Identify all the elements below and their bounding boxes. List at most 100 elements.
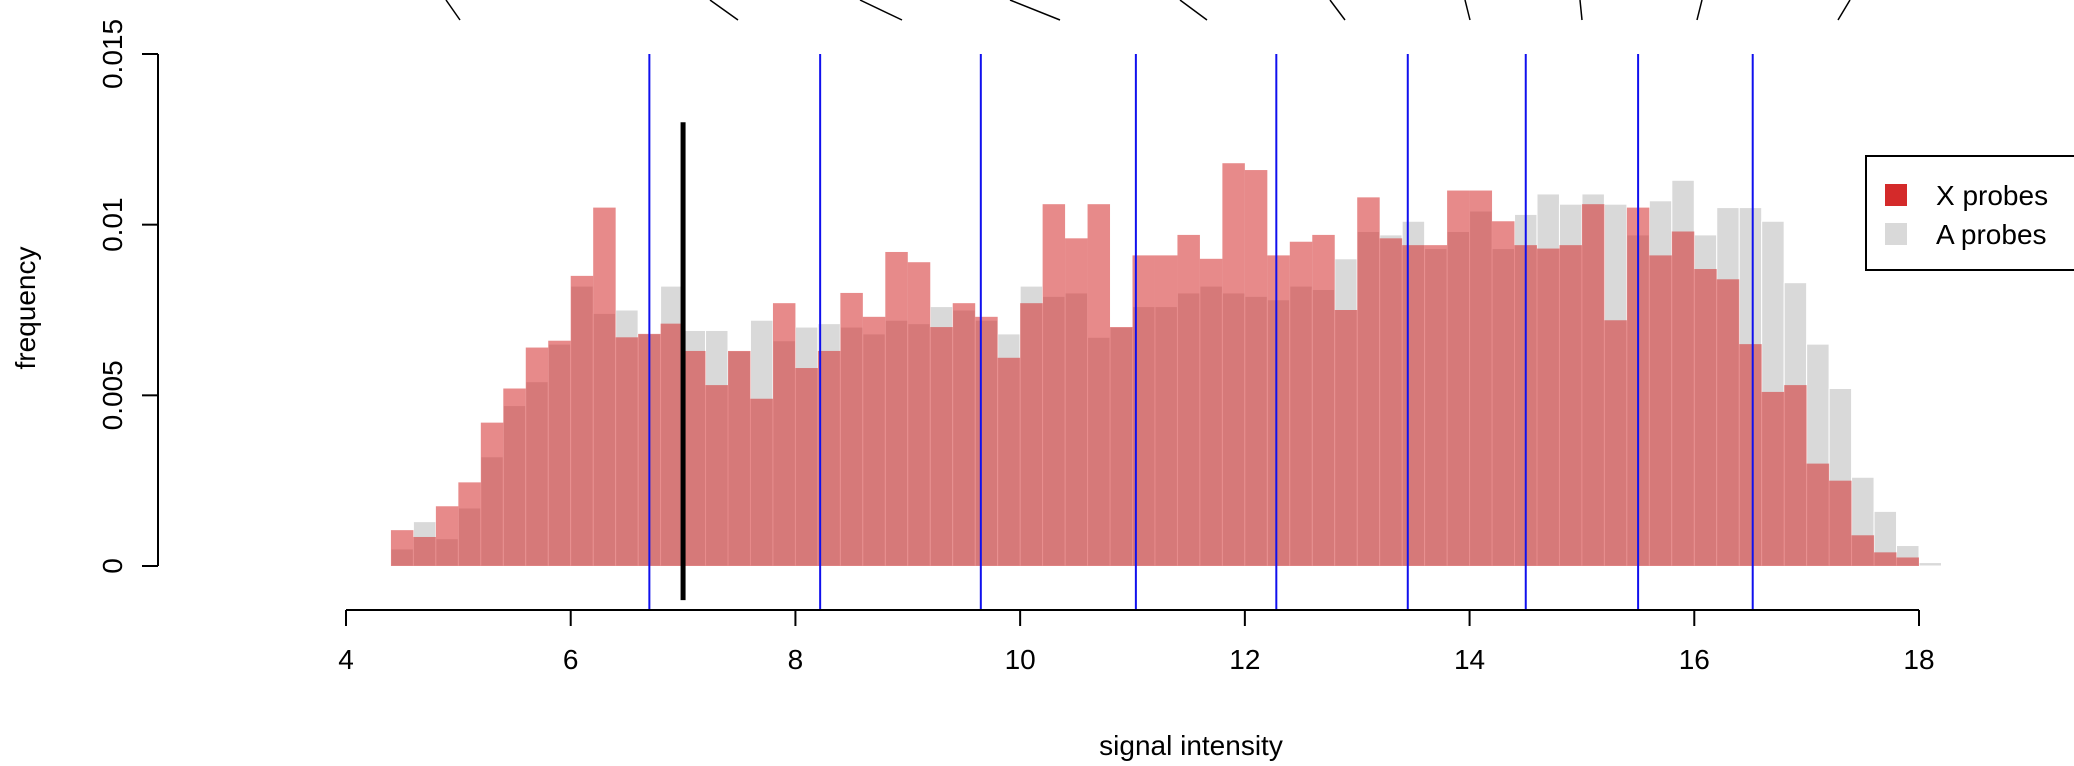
x-tick-label: 16 xyxy=(1679,644,1710,675)
x-probes-bar xyxy=(1132,255,1155,567)
x-probes-bar xyxy=(1581,204,1605,567)
x-probes-bar xyxy=(1244,170,1268,566)
x-probes-bar xyxy=(705,385,729,566)
legend-label: X probes xyxy=(1936,180,2048,211)
x-probes-bar xyxy=(1199,258,1223,566)
x-probes-bar xyxy=(1604,320,1627,566)
x-probes-bar xyxy=(1312,234,1335,566)
x-probes-bar xyxy=(1469,190,1493,567)
x-probes-bar xyxy=(1784,385,1807,566)
y-axis: 0 0.005 0.01 0.015 xyxy=(97,19,159,574)
x-probes-bar xyxy=(728,350,751,566)
x-probes-bar xyxy=(772,303,796,566)
x-probes-bar xyxy=(1761,391,1785,566)
x-probes-bar xyxy=(1402,245,1425,566)
diagonal-tick xyxy=(859,0,903,21)
legend-label: A probes xyxy=(1936,219,2047,250)
x-probes-bar xyxy=(525,347,549,566)
x-probes-bar xyxy=(1447,190,1470,567)
x-probes-bar xyxy=(1716,279,1740,566)
x-probes-bar xyxy=(390,530,414,566)
x-probes-bar xyxy=(862,316,886,566)
x-probes-bar xyxy=(1671,231,1695,566)
x-probes-bar xyxy=(840,292,863,566)
a-probes-bar xyxy=(1918,562,1942,567)
x-probes-bar xyxy=(930,327,953,566)
x-probes-bar xyxy=(1694,269,1717,566)
legend-swatch xyxy=(1885,223,1907,245)
x-probes-bar xyxy=(593,207,616,566)
x-probes-bar xyxy=(1177,234,1200,566)
diagonal-tick xyxy=(1696,0,1703,21)
x-probes-bar xyxy=(480,422,504,566)
x-probes-bar xyxy=(1110,327,1133,566)
x-probes-bar xyxy=(1896,557,1919,566)
diagonal-tick xyxy=(1329,0,1346,21)
x-probes-bar xyxy=(907,262,931,566)
x-probes-bar xyxy=(435,506,459,566)
y-tick-label: 0.015 xyxy=(97,19,128,89)
x-probes-bar xyxy=(1649,255,1672,567)
x-probes-bar xyxy=(1851,535,1875,566)
x-probes-bar xyxy=(1267,255,1290,567)
x-probes-bar xyxy=(1559,245,1582,566)
x-probes-bar xyxy=(1379,238,1403,566)
x-probes-bars xyxy=(390,163,1919,567)
x-probes-bar xyxy=(885,251,908,566)
x-probes-bar xyxy=(503,388,526,566)
x-probes-bar xyxy=(1492,221,1515,566)
x-probes-bar xyxy=(570,275,594,566)
x-probes-bar xyxy=(1065,238,1088,566)
x-tick-label: 18 xyxy=(1903,644,1934,675)
x-axis: 4 6 8 10 12 14 16 18 xyxy=(338,609,1935,675)
x-tick-label: 10 xyxy=(1005,644,1036,675)
x-probes-bar xyxy=(1334,310,1358,566)
x-probes-bar xyxy=(1087,204,1111,567)
top-diagonal-ticks xyxy=(445,0,1851,21)
x-probes-bar xyxy=(1739,344,1762,566)
x-probes-bar xyxy=(975,316,998,566)
diagonal-tick xyxy=(1837,0,1851,21)
x-probes-bar xyxy=(1536,248,1560,566)
x-probes-bar xyxy=(750,398,773,566)
diagonal-tick xyxy=(1009,0,1061,21)
y-axis-title: frequency xyxy=(10,247,41,370)
x-probes-bar xyxy=(1874,552,1897,566)
x-probes-bar xyxy=(952,303,976,566)
diagonal-tick xyxy=(709,0,739,21)
x-probes-bar xyxy=(817,350,841,566)
x-probes-bar xyxy=(997,357,1021,566)
diagonal-tick xyxy=(1464,0,1471,21)
x-probes-bar xyxy=(1357,197,1380,567)
x-probes-bar xyxy=(1829,480,1852,566)
x-axis-title: signal intensity xyxy=(1099,730,1283,761)
legend-swatch xyxy=(1885,184,1907,206)
blue-reference-lines xyxy=(648,54,1754,610)
x-probes-bar xyxy=(1154,255,1178,567)
y-tick-label: 0.01 xyxy=(97,197,128,252)
y-tick-label: 0 xyxy=(97,558,128,574)
x-tick-label: 14 xyxy=(1454,644,1485,675)
legend: X probes A probes xyxy=(1865,155,2074,271)
x-probes-bar xyxy=(1806,463,1830,566)
x-tick-label: 4 xyxy=(338,644,354,675)
x-probes-bar xyxy=(413,536,436,566)
x-tick-label: 6 xyxy=(563,644,579,675)
x-probes-bar xyxy=(1042,204,1066,567)
x-probes-bar xyxy=(683,350,706,566)
diagonal-tick xyxy=(1579,0,1583,21)
x-probes-bar xyxy=(615,337,639,566)
x-probes-bar xyxy=(1020,303,1043,566)
x-tick-label: 12 xyxy=(1229,644,1260,675)
x-probes-bar xyxy=(458,482,481,566)
y-tick-label: 0.005 xyxy=(97,360,128,430)
x-probes-bar xyxy=(1289,241,1313,566)
x-tick-label: 8 xyxy=(788,644,804,675)
legend-box xyxy=(1865,155,2074,271)
x-probes-bar xyxy=(548,340,571,566)
diagonal-tick xyxy=(445,0,461,21)
x-probes-bar xyxy=(795,368,818,566)
x-probes-bar xyxy=(660,323,684,566)
x-probes-bar xyxy=(1424,245,1448,566)
